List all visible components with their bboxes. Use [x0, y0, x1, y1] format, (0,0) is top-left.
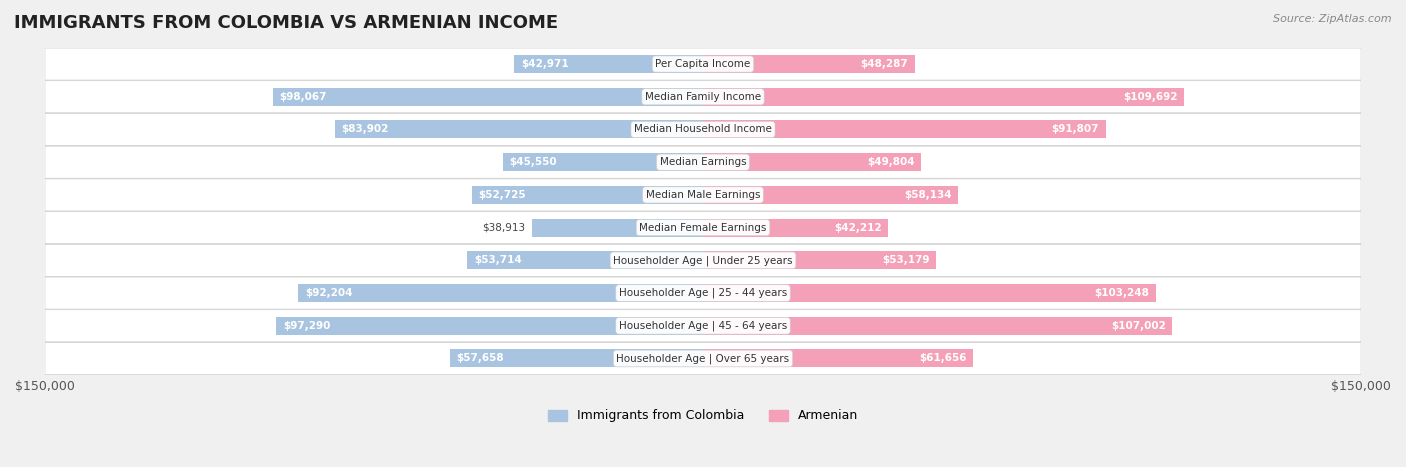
Text: IMMIGRANTS FROM COLOMBIA VS ARMENIAN INCOME: IMMIGRANTS FROM COLOMBIA VS ARMENIAN INC…	[14, 14, 558, 32]
Bar	[703, 55, 915, 73]
Bar	[515, 55, 703, 73]
Bar	[703, 251, 936, 269]
Bar	[703, 186, 957, 204]
Bar	[467, 251, 703, 269]
Text: $48,287: $48,287	[860, 59, 908, 69]
Text: $83,902: $83,902	[342, 125, 389, 134]
Bar	[703, 349, 973, 368]
Text: $58,134: $58,134	[904, 190, 952, 200]
Text: $109,692: $109,692	[1123, 92, 1178, 102]
Text: $92,204: $92,204	[305, 288, 353, 298]
FancyBboxPatch shape	[45, 48, 1361, 80]
FancyBboxPatch shape	[45, 179, 1361, 211]
Bar	[533, 219, 703, 237]
Bar	[276, 317, 703, 335]
Text: $103,248: $103,248	[1094, 288, 1149, 298]
Text: $38,913: $38,913	[482, 223, 526, 233]
Bar	[471, 186, 703, 204]
FancyBboxPatch shape	[45, 310, 1361, 342]
Text: Householder Age | Over 65 years: Householder Age | Over 65 years	[616, 353, 790, 364]
Text: $42,212: $42,212	[834, 223, 882, 233]
Text: Householder Age | Under 25 years: Householder Age | Under 25 years	[613, 255, 793, 266]
FancyBboxPatch shape	[45, 146, 1361, 178]
FancyBboxPatch shape	[45, 342, 1361, 375]
Text: $98,067: $98,067	[280, 92, 326, 102]
Bar	[450, 349, 703, 368]
Text: $52,725: $52,725	[478, 190, 526, 200]
Bar	[335, 120, 703, 139]
Text: $57,658: $57,658	[457, 354, 505, 363]
Bar	[273, 88, 703, 106]
Bar	[703, 317, 1173, 335]
Text: $53,714: $53,714	[474, 255, 522, 265]
Text: Median Female Earnings: Median Female Earnings	[640, 223, 766, 233]
Text: Median Household Income: Median Household Income	[634, 125, 772, 134]
Text: Median Earnings: Median Earnings	[659, 157, 747, 167]
Bar	[703, 153, 921, 171]
FancyBboxPatch shape	[45, 277, 1361, 309]
Bar	[703, 120, 1105, 139]
FancyBboxPatch shape	[45, 244, 1361, 276]
FancyBboxPatch shape	[45, 81, 1361, 113]
Text: $91,807: $91,807	[1052, 125, 1099, 134]
Text: $97,290: $97,290	[283, 321, 330, 331]
Text: Median Family Income: Median Family Income	[645, 92, 761, 102]
Text: $53,179: $53,179	[882, 255, 929, 265]
Text: $42,971: $42,971	[522, 59, 568, 69]
Bar	[503, 153, 703, 171]
Text: $49,804: $49,804	[868, 157, 915, 167]
Text: Householder Age | 25 - 44 years: Householder Age | 25 - 44 years	[619, 288, 787, 298]
Text: Householder Age | 45 - 64 years: Householder Age | 45 - 64 years	[619, 320, 787, 331]
Legend: Immigrants from Colombia, Armenian: Immigrants from Colombia, Armenian	[543, 404, 863, 427]
Bar	[703, 219, 889, 237]
Text: Median Male Earnings: Median Male Earnings	[645, 190, 761, 200]
Text: $61,656: $61,656	[920, 354, 967, 363]
Text: Per Capita Income: Per Capita Income	[655, 59, 751, 69]
Bar	[703, 88, 1184, 106]
FancyBboxPatch shape	[45, 113, 1361, 146]
Bar	[703, 284, 1156, 302]
Text: $45,550: $45,550	[510, 157, 557, 167]
Text: $107,002: $107,002	[1111, 321, 1166, 331]
Bar	[298, 284, 703, 302]
FancyBboxPatch shape	[45, 212, 1361, 244]
Text: Source: ZipAtlas.com: Source: ZipAtlas.com	[1274, 14, 1392, 24]
